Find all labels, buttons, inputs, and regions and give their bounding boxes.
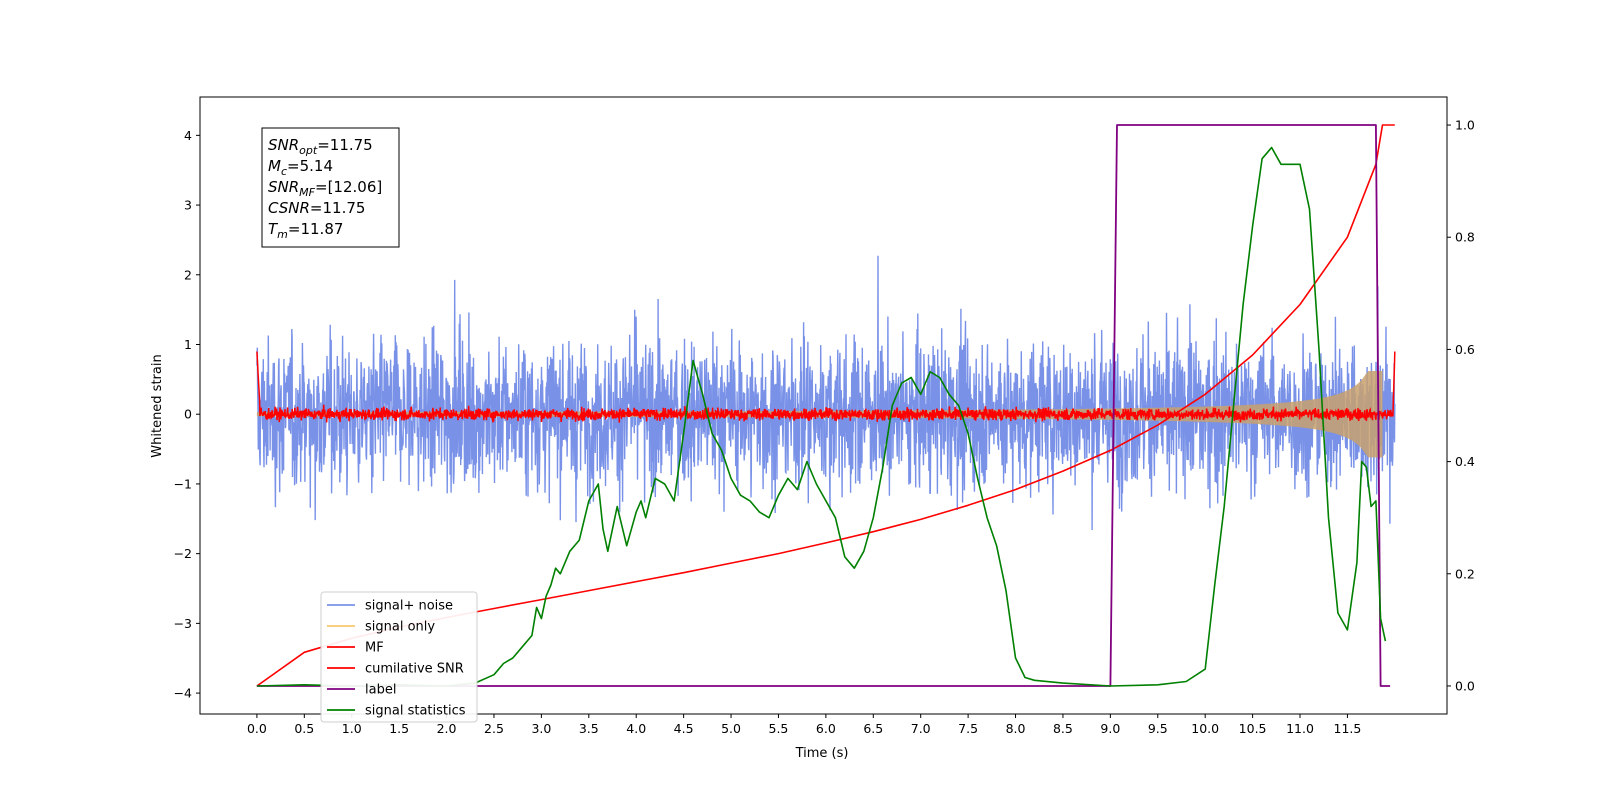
- annotation-line: SNRMF=[12.06]: [268, 178, 382, 199]
- x-tick-label: 4.0: [626, 721, 646, 736]
- x-tick-label: 11.5: [1334, 721, 1362, 736]
- x-axis-label: Time (s): [795, 746, 849, 761]
- annotation-line: Mc=5.14: [268, 157, 333, 178]
- annotation-line: Tm=11.87: [268, 220, 343, 241]
- series-label: [256, 124, 1391, 687]
- y-tick-label-right: 0.2: [1455, 566, 1475, 581]
- y-axis-label-left: Whitened strain: [150, 354, 165, 457]
- x-tick-label: 7.5: [958, 721, 978, 736]
- legend-frame: [320, 591, 478, 723]
- series-mf: [256, 351, 1396, 423]
- x-tick-label: 7.0: [911, 721, 931, 736]
- x-tick-label: 9.5: [1148, 721, 1168, 736]
- y-tick-label-left: 0: [184, 407, 192, 422]
- annotation-frame: [261, 127, 400, 248]
- x-tick-label: 6.5: [863, 721, 883, 736]
- legend-label: signal+ noise: [365, 599, 453, 614]
- x-tick-label: 3.0: [531, 721, 551, 736]
- x-tick-label: 2.5: [484, 721, 504, 736]
- y-axis-right: 0.0 0.2 0.4 0.6 0.8 1.0: [1447, 118, 1475, 693]
- y-tick-label-right: 0.0: [1455, 678, 1475, 693]
- x-tick-label: 4.5: [674, 721, 694, 736]
- y-tick-label-left: 4: [184, 128, 192, 143]
- x-tick-label: 6.0: [816, 721, 836, 736]
- y-tick-label-left: 1: [184, 337, 192, 352]
- x-tick-label: 10.5: [1239, 721, 1267, 736]
- y-tick-label-right: 0.6: [1455, 342, 1475, 357]
- annotation-line: CSNR=11.75: [268, 199, 365, 217]
- legend-label: label: [365, 683, 396, 698]
- x-tick-label: 0.0: [247, 721, 267, 736]
- x-tick-label: 5.5: [769, 721, 789, 736]
- y-tick-label-left: −1: [174, 476, 192, 491]
- y-tick-label-left: 2: [184, 267, 192, 282]
- x-tick-label: 9.0: [1100, 721, 1120, 736]
- y-tick-label-left: −3: [174, 616, 192, 631]
- x-tick-label: 10.0: [1191, 721, 1219, 736]
- x-tick-label: 2.0: [437, 721, 457, 736]
- y-tick-label-left: 3: [184, 198, 192, 213]
- x-tick-label: 11.0: [1286, 721, 1314, 736]
- plot-frame: [199, 96, 1448, 715]
- x-axis: 0.0 0.5 1.0 1.5 2.0 2.5 3.0 3.5 4.0 4.5 5.0 5.5 6.0 6…: [247, 714, 1361, 736]
- x-tick-label: 8.5: [1053, 721, 1073, 736]
- legend-label: signal statistics: [365, 704, 466, 719]
- x-tick-label: 0.5: [294, 721, 314, 736]
- y-tick-label-left: −4: [174, 686, 192, 701]
- series-signal-statistics: [256, 146, 1387, 687]
- legend-label: MF: [365, 641, 384, 656]
- x-tick-label: 5.0: [721, 721, 741, 736]
- annotation-line: SNRopt=11.75: [268, 136, 373, 157]
- x-tick-label: 1.5: [389, 721, 409, 736]
- y-tick-label-left: −2: [174, 546, 192, 561]
- legend: signal+ noise signal only MF cumilative SNR…: [320, 591, 478, 723]
- y-axis-left: −4 −3 −2 −1 0 1 2 3 4: [174, 128, 200, 701]
- y-tick-label-right: 1.0: [1455, 118, 1475, 133]
- stats-annotation-box: SNRopt=11.75Mc=5.14SNRMF=[12.06]CSNR=11.…: [261, 127, 400, 248]
- legend-label: cumilative SNR: [365, 662, 464, 677]
- series-signal-plus-noise: [256, 255, 1396, 531]
- legend-label: signal only: [365, 620, 435, 635]
- x-tick-label: 8.0: [1006, 721, 1026, 736]
- y-tick-label-right: 0.4: [1455, 454, 1475, 469]
- y-tick-label-right: 0.8: [1455, 230, 1475, 245]
- x-tick-label: 1.0: [342, 721, 362, 736]
- x-tick-label: 3.5: [579, 721, 599, 736]
